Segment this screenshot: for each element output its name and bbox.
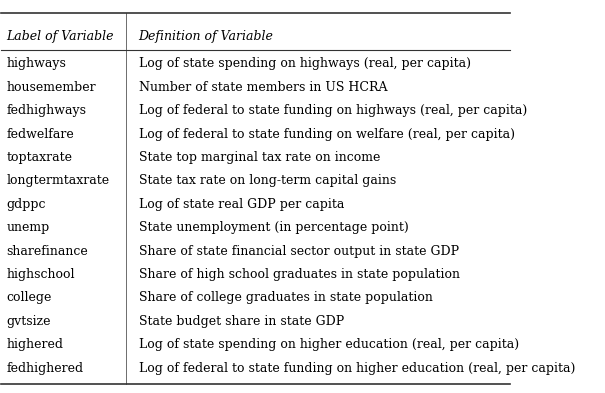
Text: Log of federal to state funding on highways (real, per capita): Log of federal to state funding on highw…	[139, 104, 527, 117]
Text: longtermtaxrate: longtermtaxrate	[7, 174, 110, 187]
Text: fedwelfare: fedwelfare	[7, 128, 74, 141]
Text: Share of college graduates in state population: Share of college graduates in state popu…	[139, 292, 433, 305]
Text: sharefinance: sharefinance	[7, 244, 88, 258]
Text: Number of state members in US HCRA: Number of state members in US HCRA	[139, 81, 387, 94]
Text: Share of high school graduates in state population: Share of high school graduates in state …	[139, 268, 460, 281]
Text: unemp: unemp	[7, 221, 50, 234]
Text: State unemployment (in percentage point): State unemployment (in percentage point)	[139, 221, 408, 234]
Text: highways: highways	[7, 57, 67, 70]
Text: Log of state spending on higher education (real, per capita): Log of state spending on higher educatio…	[139, 338, 518, 351]
Text: Definition of Variable: Definition of Variable	[139, 30, 273, 43]
Text: Share of state financial sector output in state GDP: Share of state financial sector output i…	[139, 244, 459, 258]
Text: Log of federal to state funding on welfare (real, per capita): Log of federal to state funding on welfa…	[139, 128, 515, 141]
Text: State budget share in state GDP: State budget share in state GDP	[139, 315, 344, 328]
Text: fedhighways: fedhighways	[7, 104, 87, 117]
Text: toptaxrate: toptaxrate	[7, 151, 73, 164]
Text: fedhighered: fedhighered	[7, 362, 83, 375]
Text: Label of Variable: Label of Variable	[7, 30, 114, 43]
Text: gvtsize: gvtsize	[7, 315, 51, 328]
Text: Log of state real GDP per capita: Log of state real GDP per capita	[139, 198, 344, 211]
Text: college: college	[7, 292, 52, 305]
Text: State top marginal tax rate on income: State top marginal tax rate on income	[139, 151, 380, 164]
Text: Log of state spending on highways (real, per capita): Log of state spending on highways (real,…	[139, 57, 471, 70]
Text: highschool: highschool	[7, 268, 75, 281]
Text: Log of federal to state funding on higher education (real, per capita): Log of federal to state funding on highe…	[139, 362, 575, 375]
Text: highered: highered	[7, 338, 64, 351]
Text: State tax rate on long-term capital gains: State tax rate on long-term capital gain…	[139, 174, 396, 187]
Text: gdppc: gdppc	[7, 198, 46, 211]
Text: housemember: housemember	[7, 81, 96, 94]
